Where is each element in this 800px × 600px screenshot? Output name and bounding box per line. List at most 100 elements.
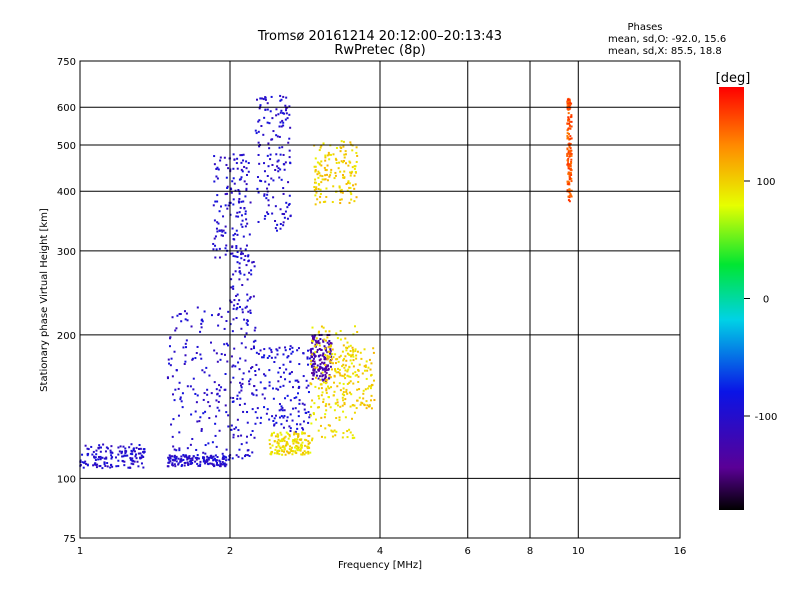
data-point bbox=[264, 374, 267, 377]
data-point bbox=[287, 437, 290, 440]
data-point bbox=[324, 404, 327, 407]
data-point bbox=[569, 163, 572, 166]
data-point bbox=[324, 377, 327, 380]
data-point bbox=[240, 161, 243, 164]
data-point bbox=[274, 168, 277, 171]
data-point bbox=[230, 355, 233, 358]
data-point bbox=[333, 381, 336, 384]
data-point bbox=[106, 465, 109, 468]
data-point bbox=[238, 197, 241, 200]
data-point bbox=[350, 193, 353, 196]
data-point bbox=[249, 312, 252, 315]
data-point bbox=[226, 187, 229, 190]
data-point bbox=[170, 423, 173, 426]
data-point bbox=[362, 389, 365, 392]
data-point bbox=[246, 323, 249, 326]
data-point bbox=[185, 346, 188, 349]
data-point bbox=[279, 153, 282, 156]
data-point bbox=[269, 158, 272, 161]
data-point bbox=[298, 438, 301, 441]
data-point bbox=[252, 340, 255, 343]
data-point bbox=[568, 175, 571, 178]
data-point bbox=[333, 374, 336, 377]
data-point bbox=[87, 452, 90, 455]
data-point bbox=[346, 341, 349, 344]
data-point bbox=[256, 187, 259, 190]
data-point bbox=[352, 365, 355, 368]
data-point bbox=[266, 108, 269, 111]
data-point bbox=[231, 330, 234, 333]
data-point bbox=[354, 374, 357, 377]
data-point bbox=[248, 370, 251, 373]
data-point bbox=[311, 377, 314, 380]
data-point bbox=[347, 345, 350, 348]
data-point bbox=[293, 433, 296, 436]
data-point bbox=[99, 458, 102, 461]
data-point bbox=[263, 348, 266, 351]
data-point bbox=[570, 154, 573, 157]
data-point bbox=[259, 381, 262, 384]
data-point bbox=[218, 256, 221, 259]
data-point bbox=[309, 451, 312, 454]
data-point bbox=[370, 385, 373, 388]
data-point bbox=[270, 453, 273, 456]
data-point bbox=[254, 411, 257, 414]
data-point bbox=[184, 461, 187, 464]
data-point bbox=[103, 463, 106, 466]
data-point bbox=[342, 344, 345, 347]
data-point bbox=[319, 201, 322, 204]
data-point bbox=[132, 460, 135, 463]
data-point bbox=[336, 337, 339, 340]
data-point bbox=[343, 394, 346, 397]
data-point bbox=[320, 144, 323, 147]
data-point bbox=[220, 229, 223, 232]
data-point bbox=[251, 430, 254, 433]
data-point bbox=[271, 387, 274, 390]
data-point bbox=[115, 465, 118, 468]
data-point bbox=[245, 441, 248, 444]
data-point bbox=[566, 128, 569, 131]
data-point bbox=[179, 313, 182, 316]
data-point bbox=[243, 335, 246, 338]
data-point bbox=[297, 410, 300, 413]
data-point bbox=[325, 369, 328, 372]
data-point bbox=[225, 459, 228, 462]
data-point bbox=[282, 371, 285, 374]
data-point bbox=[227, 204, 230, 207]
data-point bbox=[199, 464, 202, 467]
data-point bbox=[314, 339, 317, 342]
data-point bbox=[568, 118, 571, 121]
data-point bbox=[262, 98, 265, 101]
data-point bbox=[210, 392, 213, 395]
data-point bbox=[569, 127, 572, 130]
data-point bbox=[232, 433, 235, 436]
data-point bbox=[230, 191, 233, 194]
data-point bbox=[308, 441, 311, 444]
data-point bbox=[186, 385, 189, 388]
data-point bbox=[174, 459, 177, 462]
data-point bbox=[355, 354, 358, 357]
data-point bbox=[227, 458, 230, 461]
data-point bbox=[258, 107, 261, 110]
data-point bbox=[336, 358, 339, 361]
data-point bbox=[333, 390, 336, 393]
data-point bbox=[232, 177, 235, 180]
data-point bbox=[213, 180, 216, 183]
data-point bbox=[229, 201, 232, 204]
data-point bbox=[338, 419, 341, 422]
data-point bbox=[220, 315, 223, 318]
data-point bbox=[273, 423, 276, 426]
data-point bbox=[199, 463, 202, 466]
data-point bbox=[83, 461, 86, 464]
data-point bbox=[286, 450, 289, 453]
data-point bbox=[271, 117, 274, 120]
data-point bbox=[320, 372, 323, 375]
data-point bbox=[255, 132, 258, 135]
data-point bbox=[344, 337, 347, 340]
data-point bbox=[283, 436, 286, 439]
data-point bbox=[226, 185, 229, 188]
data-point bbox=[170, 357, 173, 360]
data-point bbox=[267, 204, 270, 207]
data-point bbox=[175, 449, 178, 452]
data-point bbox=[122, 460, 125, 463]
